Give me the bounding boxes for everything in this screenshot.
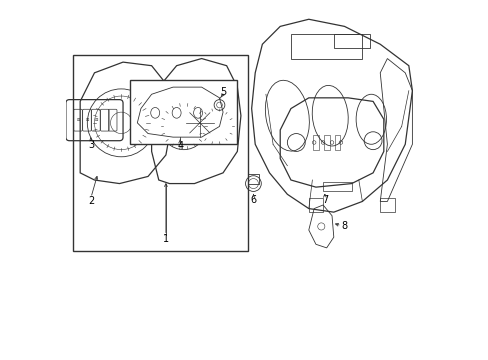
- Bar: [290, 33, 362, 59]
- Text: 5: 5: [220, 87, 226, 98]
- Bar: [323, 135, 329, 150]
- Text: ⊟: ⊟: [76, 118, 80, 122]
- Bar: [380, 198, 394, 212]
- Text: 6: 6: [250, 195, 256, 204]
- Text: 7: 7: [321, 195, 327, 204]
- Text: 4: 4: [177, 141, 183, 151]
- Text: ⊟: ⊟: [94, 118, 98, 122]
- Text: 2: 2: [87, 197, 94, 206]
- Text: 1: 1: [163, 234, 169, 244]
- Text: 8: 8: [341, 221, 347, 231]
- Text: ⊟: ⊟: [85, 118, 88, 122]
- Text: 3: 3: [88, 140, 94, 150]
- Bar: [323, 182, 351, 191]
- Bar: [130, 80, 237, 144]
- Bar: [334, 135, 340, 150]
- Bar: [312, 135, 318, 150]
- Bar: [308, 198, 323, 212]
- Bar: [247, 174, 258, 184]
- Bar: [73, 55, 247, 251]
- Bar: [333, 33, 369, 48]
